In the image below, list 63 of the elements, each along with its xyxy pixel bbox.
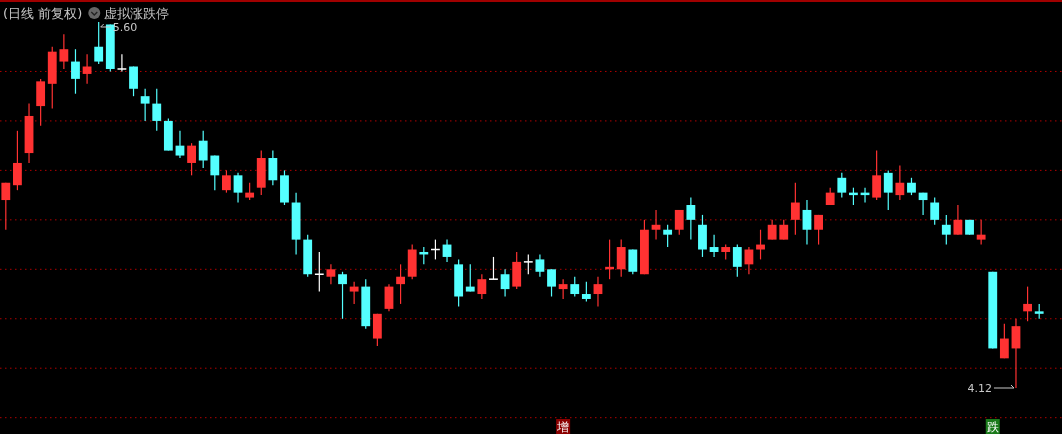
candlestick [94,21,104,65]
candlestick [895,164,905,201]
candlestick [384,283,394,312]
candlestick [628,248,638,275]
candlestick [651,209,661,241]
candlestick [13,130,22,191]
candlestick [802,199,812,246]
candlestick [1011,318,1021,389]
candlestick [767,219,777,241]
candlestick [837,172,847,199]
candlestick [872,149,882,201]
candlestick [500,268,510,298]
candlestick [547,268,556,298]
candlestick [59,33,69,70]
candlestick [523,253,534,275]
candlestick [1023,286,1032,322]
chart-title: (日线 前复权) [3,6,83,21]
candlestick [129,65,138,97]
candlestick [222,169,231,194]
candlestick [953,204,963,236]
candlestick [71,48,80,95]
candlestick [790,182,800,236]
candlestick [488,256,499,280]
candlestick [616,239,626,278]
candlestick [140,88,150,122]
candlestick [338,271,347,320]
candlestick [314,251,325,293]
candlestick [779,219,789,241]
annotation: 4.12 [967,382,992,395]
candlestick [593,276,603,307]
candlestick [941,214,951,246]
candlestick [674,209,684,236]
candlestick [465,263,475,293]
candlestick [883,169,893,211]
candlestick [732,243,742,278]
candlestick [1,182,11,231]
candlestick [187,142,196,176]
candlestick [535,253,545,278]
chart-subtitle: 虚拟涨跌停 [104,6,170,21]
candlestick [326,263,336,285]
candlestick [268,149,278,186]
candlestick [198,130,208,169]
candlestick [210,154,220,191]
candlestick [930,196,940,226]
candlestick [581,281,591,303]
candlestick [976,219,986,246]
text: 跌 [986,420,999,434]
candlestick [477,273,487,300]
candlestick [349,281,359,305]
candlestick [152,88,162,132]
candlestick [175,130,185,159]
candlestick [116,53,128,73]
candlestick [570,276,580,298]
candlestick [814,214,823,246]
text: 增 [556,420,570,434]
candlestick [396,263,405,305]
candlestick [756,229,765,261]
candlestick [558,278,568,300]
candlestick [709,234,719,258]
candlestick [686,196,696,241]
candlestick [999,323,1009,359]
candlestick [233,172,243,204]
candlestick [663,224,673,248]
